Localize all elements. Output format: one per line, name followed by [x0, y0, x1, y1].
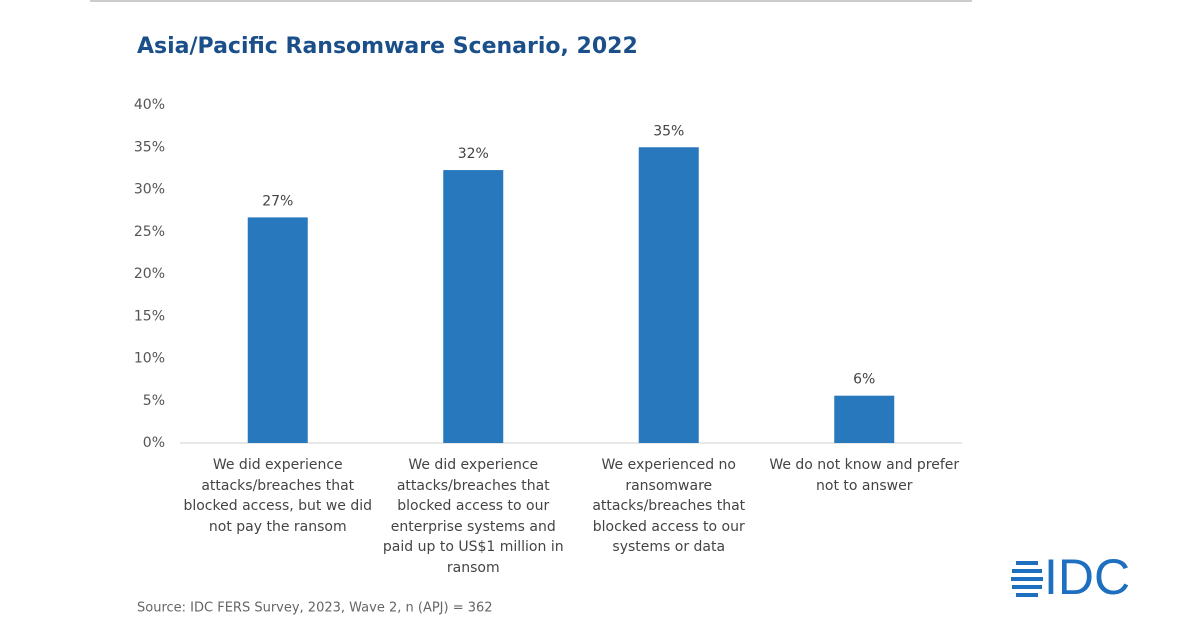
- value-label: 27%: [262, 193, 293, 209]
- x-tick-label-box: We experienced no ransomware attacks/bre…: [592, 457, 746, 555]
- x-tick-label: We did experience attacks/breaches that …: [382, 457, 564, 576]
- x-tick-label-box: We do not know and prefer not to answer: [769, 457, 960, 494]
- x-tick-label: We do not know and prefer not to answer: [769, 457, 960, 494]
- bar: [834, 395, 895, 443]
- value-label: 35%: [653, 123, 684, 139]
- y-tick-label: 25%: [134, 224, 165, 240]
- value-label: 32%: [458, 146, 489, 162]
- y-tick-label: 30%: [134, 182, 165, 198]
- bar: [247, 217, 308, 443]
- y-tick-label: 35%: [134, 139, 165, 155]
- chart-title: Asia/Pacific Ransomware Scenario, 2022: [137, 34, 638, 59]
- y-tick-label: 20%: [134, 266, 165, 282]
- y-tick-label: 15%: [134, 308, 165, 324]
- logo: IDC: [1011, 549, 1130, 605]
- source-note: Source: IDC FERS Survey, 2023, Wave 2, n…: [137, 601, 493, 616]
- value-label: 6%: [853, 372, 875, 388]
- x-tick-label: We experienced no ransomware attacks/bre…: [592, 457, 746, 555]
- bar: [638, 147, 699, 443]
- x-tick-label: We did experience attacks/breaches that …: [183, 457, 373, 535]
- y-tick-label: 5%: [143, 393, 165, 409]
- y-tick-label: 0%: [143, 435, 165, 451]
- y-tick-label: 40%: [134, 97, 165, 113]
- x-tick-label-box: We did experience attacks/breaches that …: [183, 457, 373, 535]
- bar: [443, 170, 504, 443]
- y-tick-label: 10%: [134, 351, 165, 367]
- x-tick-label-box: We did experience attacks/breaches that …: [382, 457, 564, 576]
- logo-text: IDC: [1044, 549, 1130, 605]
